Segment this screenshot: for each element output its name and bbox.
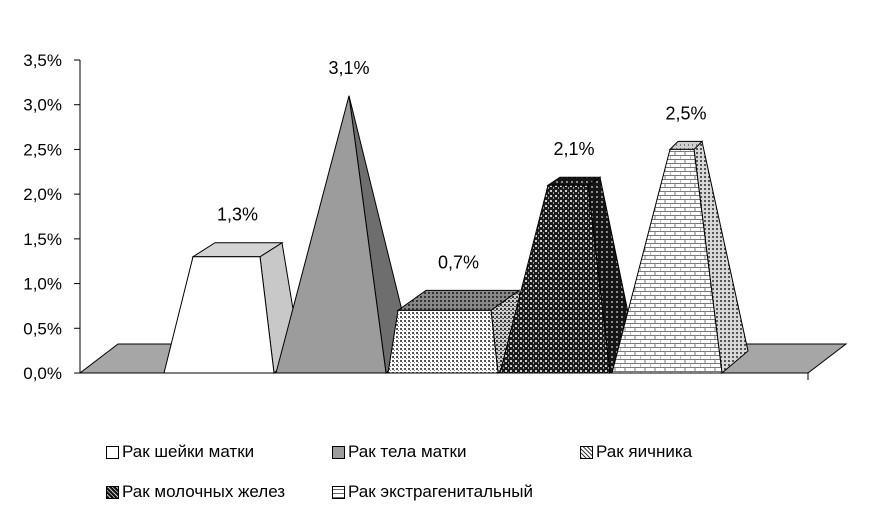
legend-label: Рак молочных желез xyxy=(122,482,286,501)
y-tick-label: 2,0% xyxy=(23,185,62,204)
legend-swatch xyxy=(580,445,593,459)
bar-cervical-cancer xyxy=(163,241,301,374)
bar-cervical-cancer-front-face xyxy=(163,256,275,374)
legend-label: Рак шейки матки xyxy=(122,442,255,461)
bar-extragenital-cancer-front-face xyxy=(611,148,723,374)
data-label: 1,3% xyxy=(217,205,258,225)
y-tick-label: 1,0% xyxy=(23,275,62,294)
y-axis-ticks: 0,0% 0,5% 1,0% 1,5% 2,0% 2,5% 3,0% 3,5% xyxy=(23,51,80,383)
bar-ovarian-cancer-front-face xyxy=(387,309,499,374)
legend-item-ovarian: Рак яичника xyxy=(580,442,692,462)
y-tick-label: 1,5% xyxy=(23,230,62,249)
chart-bars xyxy=(163,95,749,374)
legend-swatch xyxy=(106,485,119,499)
bar-breast-cancer-front-face xyxy=(499,184,611,374)
legend-item-cervical: Рак шейки матки xyxy=(106,442,254,462)
legend-item-breast: Рак молочных желез xyxy=(106,482,285,502)
bar-extragenital-cancer xyxy=(611,140,749,374)
data-label: 2,1% xyxy=(553,139,594,159)
legend-label: Рак яичника xyxy=(596,442,693,461)
legend-item-uterine-body: Рак тела матки xyxy=(332,442,466,462)
legend-swatch xyxy=(106,445,119,459)
data-label: 3,1% xyxy=(328,58,369,78)
legend-label: Рак экстрагенитальный xyxy=(348,482,533,501)
legend-swatch xyxy=(332,485,345,499)
legend-swatch xyxy=(332,445,345,459)
data-labels: 1,3% 3,1% 0,7% 2,1% 2,5% xyxy=(217,58,707,273)
y-tick-label: 0,0% xyxy=(23,364,62,383)
data-label: 0,7% xyxy=(438,252,479,272)
bar-breast-cancer xyxy=(499,176,637,374)
y-tick-label: 3,0% xyxy=(23,96,62,115)
legend-label: Рак тела матки xyxy=(348,442,467,461)
y-tick-label: 0,5% xyxy=(23,319,62,338)
y-tick-label: 2,5% xyxy=(23,140,62,159)
legend-item-extragenital: Рак экстрагенитальный xyxy=(332,482,533,502)
data-label: 2,5% xyxy=(665,103,706,123)
bar-uterine-body-cancer xyxy=(275,95,413,374)
y-tick-label: 3,5% xyxy=(23,51,62,70)
bar-uterine-body-cancer-front-face xyxy=(275,95,387,374)
